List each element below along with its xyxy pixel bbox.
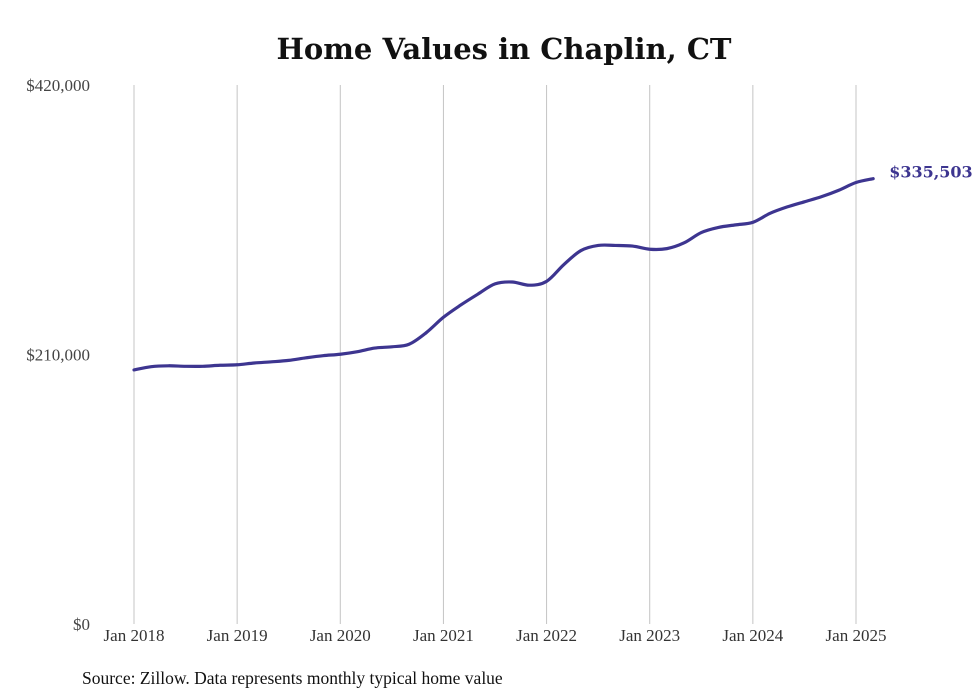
grid-lines: [133, 85, 857, 624]
x-tick-label: Jan 2022: [516, 626, 577, 645]
end-value-label: $335,503: [889, 163, 973, 182]
y-tick-label: $210,000: [26, 346, 90, 365]
y-tick-label: $420,000: [26, 76, 90, 95]
chart-title: Home Values in Chaplin, CT: [277, 32, 732, 66]
series-layer: [132, 177, 875, 372]
end-label-layer: $335,503: [889, 163, 973, 182]
x-tick-label: Jan 2018: [104, 626, 165, 645]
y-tick-label: $0: [73, 615, 90, 634]
y-axis-ticks: $0 $210,000 $420,000: [26, 76, 90, 634]
source-note: Source: Zillow. Data represents monthly …: [82, 668, 503, 688]
x-tick-label: Jan 2025: [826, 626, 887, 645]
x-axis-ticks: Jan 2018 Jan 2019 Jan 2020 Jan 2021 Jan 2022…: [104, 626, 887, 645]
x-tick-label: Jan 2021: [413, 626, 474, 645]
x-tick-label: Jan 2024: [722, 626, 783, 645]
x-tick-label: Jan 2020: [310, 626, 371, 645]
series-line: [132, 177, 875, 372]
x-tick-label: Jan 2023: [619, 626, 680, 645]
x-tick-label: Jan 2019: [207, 626, 268, 645]
